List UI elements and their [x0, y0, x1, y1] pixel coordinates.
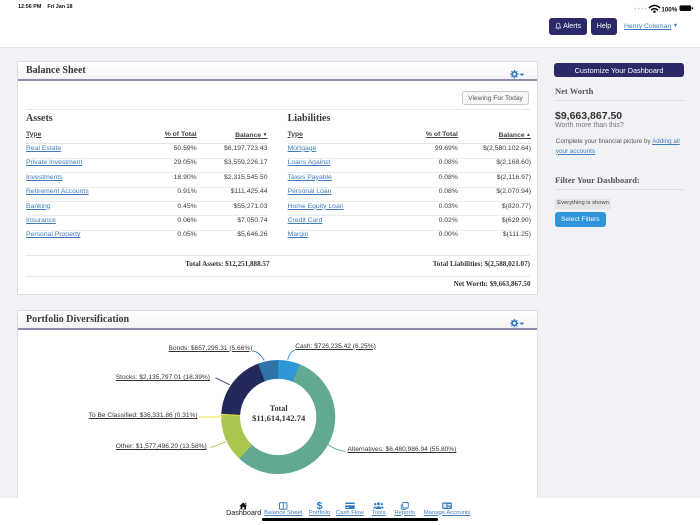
- svg-text:100%: 100%: [661, 6, 677, 13]
